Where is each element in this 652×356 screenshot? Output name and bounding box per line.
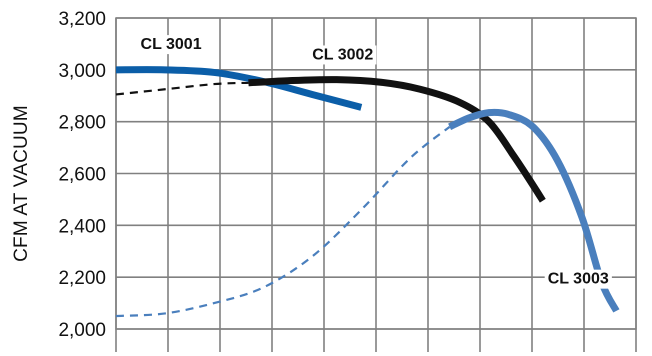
y-tick-label-1: 2,200 [58,268,106,289]
series-label-cl-3001: CL 3001 [141,36,202,53]
series-cl-3003-dashed-line [115,125,451,318]
series-cl-3002-line [248,76,546,203]
series-cl-3001-line [115,66,363,111]
series-label-backdrop-cl-3003 [544,269,612,289]
y-tick-label-6: 3,200 [58,9,106,30]
series-cl-3002-dashed-line [115,81,249,96]
series-label-cl-3003: CL 3003 [548,271,609,288]
series-cl-3003-line [448,108,620,313]
y-tick-label-5: 3,000 [58,61,106,82]
y-tick-label-2: 2,400 [58,216,106,237]
series-label-cl-3002: CL 3002 [312,46,373,63]
y-tick-label-3: 2,600 [58,165,106,186]
y-axis-title: CFM AT VACUUM [11,105,32,262]
series-label-backdrop-cl-3002 [309,45,377,65]
y-tick-label-4: 2,800 [58,113,106,134]
y-tick-label-0: 2,000 [58,320,106,341]
series-label-backdrop-cl-3001 [137,35,205,55]
